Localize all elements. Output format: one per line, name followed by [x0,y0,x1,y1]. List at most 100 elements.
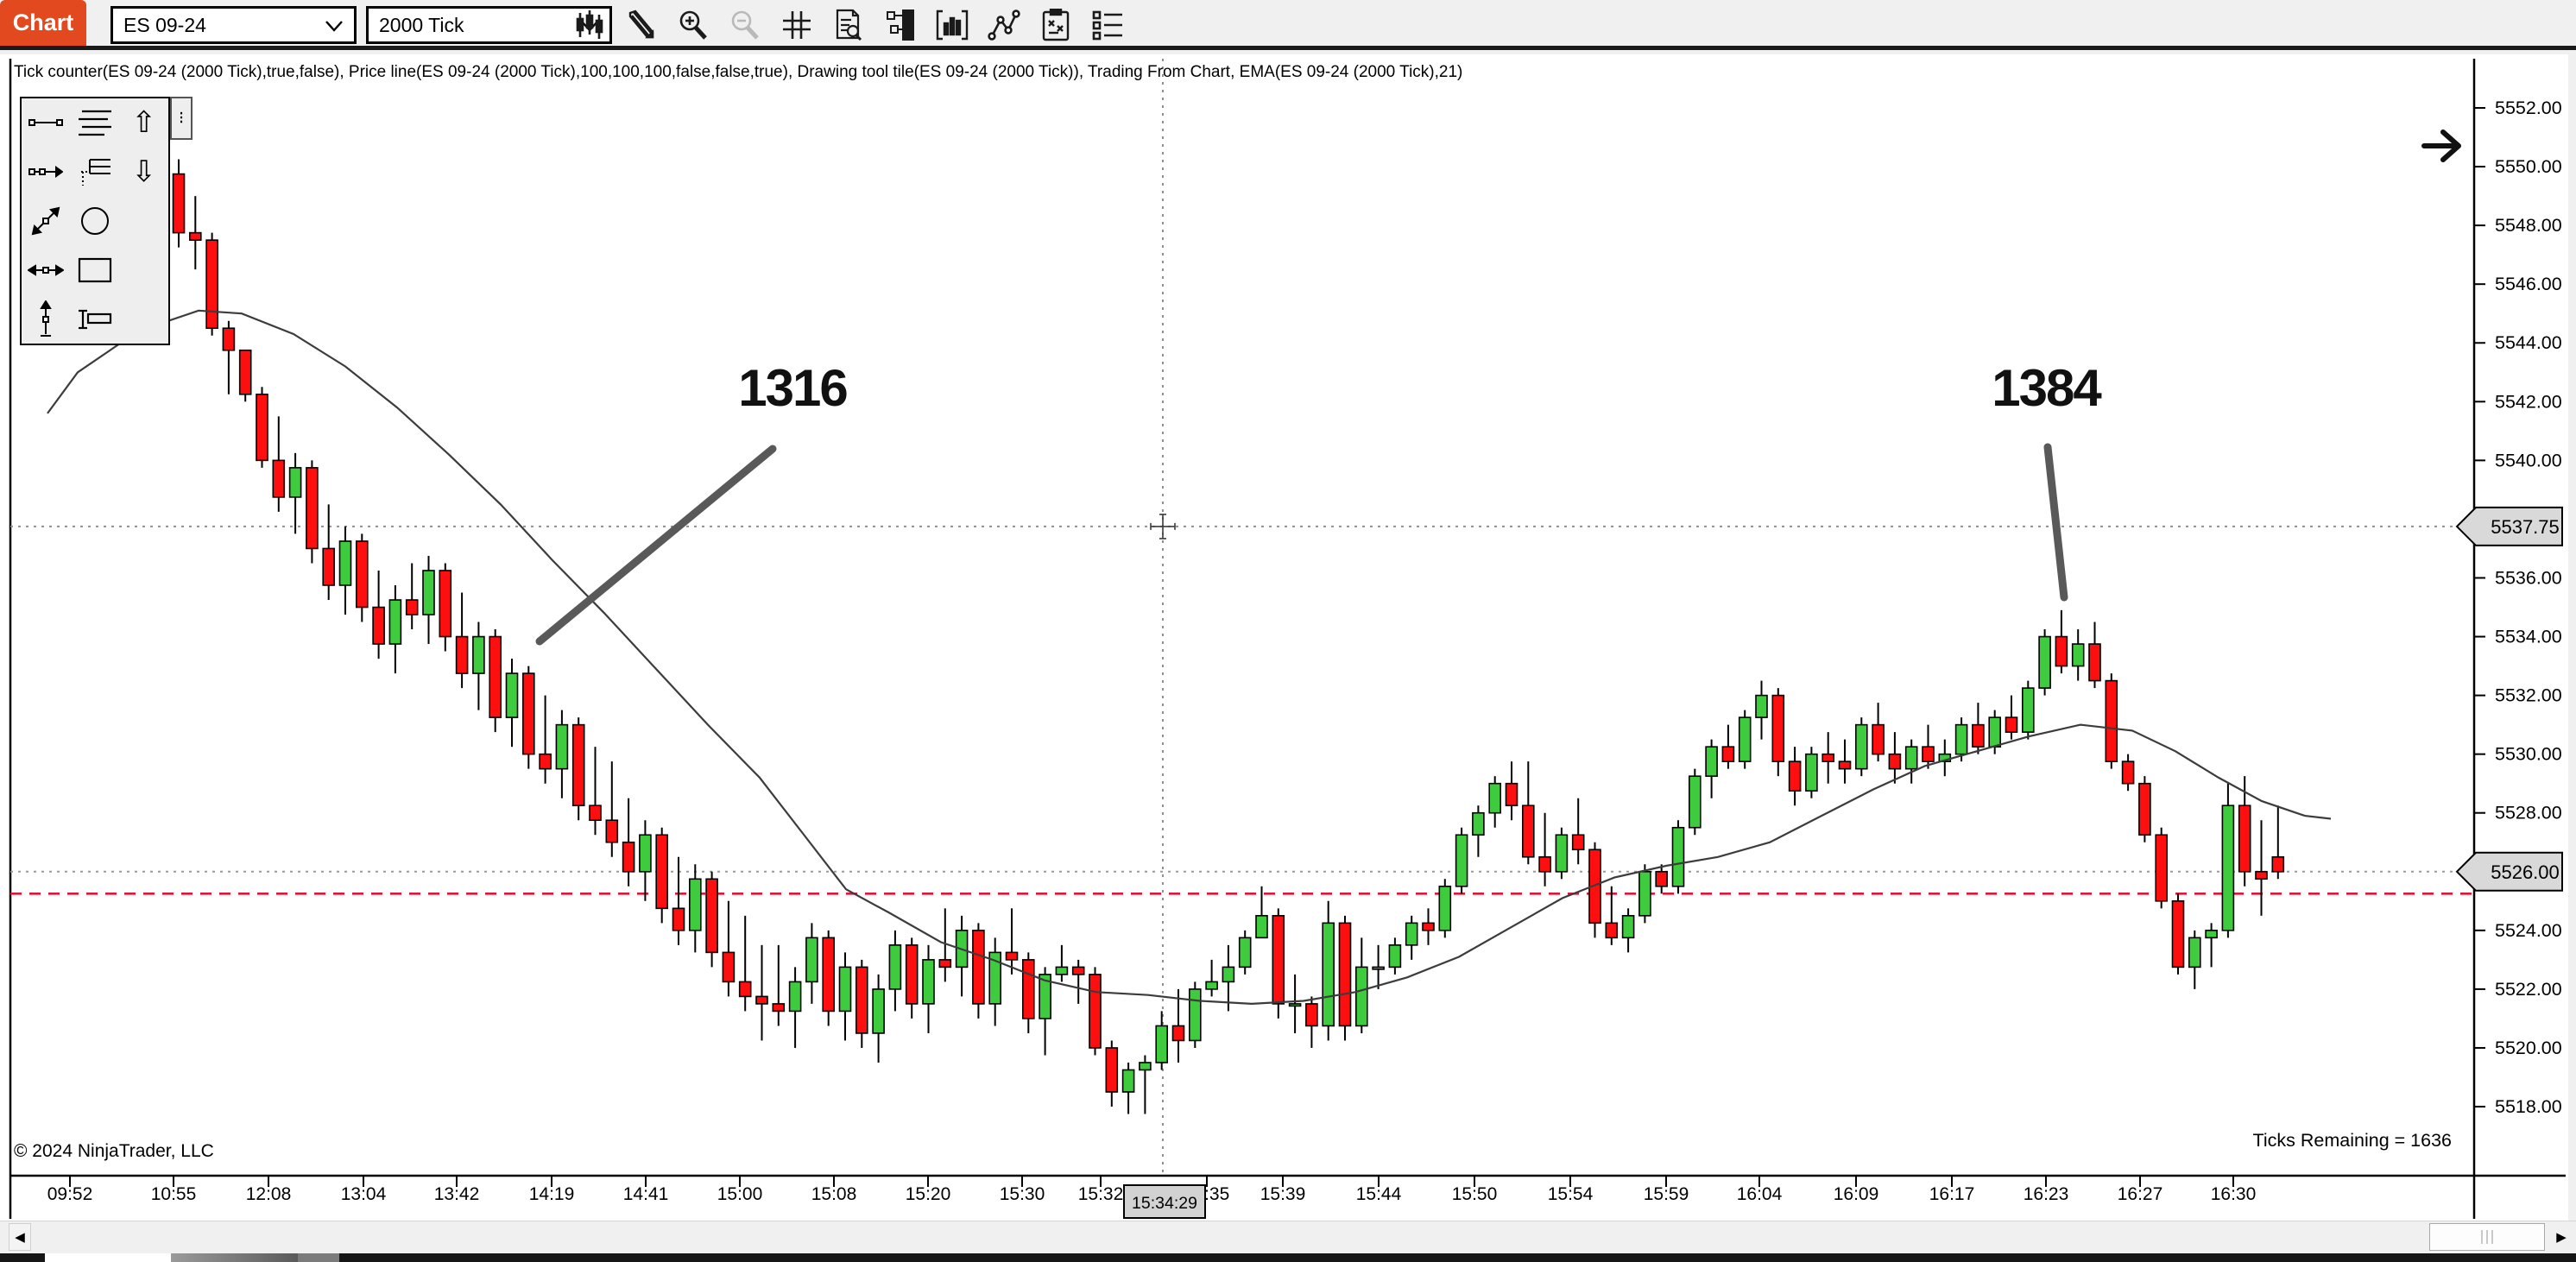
candle-body[interactable] [439,570,452,638]
candle-body[interactable] [272,459,286,498]
candle-body[interactable] [2022,687,2035,733]
horizontal-lines-tool-icon[interactable] [75,103,115,142]
scrollbar-thumb[interactable] [2429,1223,2545,1251]
interval-dropdown[interactable]: 2000 Tick [366,6,612,44]
analyzer-icon[interactable] [1039,7,1072,43]
candle-body[interactable] [172,173,186,234]
candle-body[interactable] [1522,805,1535,858]
candle-body[interactable] [2071,643,2085,667]
candle-body[interactable] [1822,753,1834,762]
candle-body[interactable] [888,944,902,990]
candle-body[interactable] [1505,782,1518,807]
candle-body[interactable] [1272,915,1285,1005]
candle-body[interactable] [1105,1047,1119,1093]
candle-body[interactable] [605,819,619,843]
candle-body[interactable] [2255,870,2268,880]
candle-body[interactable] [688,878,702,931]
candle-body[interactable] [505,672,519,718]
candle-body[interactable] [1039,974,1051,1019]
candle-body[interactable] [1472,811,1485,836]
fibonacci-retracement-tool-icon[interactable] [75,152,115,192]
vertical-measure-tool-icon[interactable] [26,300,66,339]
candle-body[interactable] [1755,694,1768,718]
candle-body[interactable] [2205,930,2218,939]
candle-body[interactable] [1904,746,1918,770]
indicator-summary[interactable]: Tick counter(ES 09-24 (2000 Tick),true,f… [14,63,1463,81]
candle-body[interactable] [822,937,836,1013]
text-label-tool-icon[interactable] [75,300,115,339]
candle-body[interactable] [1438,885,1452,931]
horizontal-measure-tool-icon[interactable] [26,250,66,290]
candle-body[interactable] [872,988,885,1034]
symbol-dropdown[interactable]: ES 09-24 [110,6,357,44]
candle-body[interactable] [788,981,802,1013]
rectangle-tool-icon[interactable] [75,250,115,290]
candle-body[interactable] [1355,966,1368,1027]
candle-body[interactable] [1071,966,1085,975]
candle-body[interactable] [2038,635,2051,689]
candle-body[interactable] [205,239,218,330]
candle-body[interactable] [1721,746,1735,762]
candle-body[interactable] [2138,782,2151,836]
candle-body[interactable] [855,966,868,1034]
candle-body[interactable] [322,547,336,586]
candle-body[interactable] [738,981,752,998]
scroll-right-button[interactable]: ▶ [2556,1230,2567,1245]
candle-body[interactable] [288,467,302,498]
candle-body[interactable] [222,327,236,351]
candle-body[interactable] [972,930,985,1005]
candle-body[interactable] [2055,635,2068,667]
candle-body[interactable] [1555,834,1569,873]
candle-body[interactable] [772,1003,786,1013]
candle-body[interactable] [1055,966,1069,975]
candle-body[interactable] [1155,1025,1168,1063]
indicators-icon[interactable] [936,7,969,43]
candle-body[interactable] [1855,723,1868,770]
candle-body[interactable] [1121,1069,1135,1093]
strategies-icon[interactable] [988,7,1020,43]
candle-body[interactable] [388,599,402,645]
candle-body[interactable] [755,995,768,1005]
candle-body[interactable] [622,841,635,873]
candle-body[interactable] [1455,834,1468,887]
candle-body[interactable] [571,723,585,807]
candle-body[interactable] [2271,855,2285,873]
candle-body[interactable] [1089,974,1102,1049]
candle-body[interactable] [472,635,485,674]
candle-body[interactable] [1655,870,1668,887]
candle-body[interactable] [539,753,552,770]
candle-body[interactable] [1139,1062,1152,1071]
annotation-line[interactable] [2043,443,2068,602]
candle-body[interactable] [1605,922,1619,939]
candle-body[interactable] [2005,716,2018,733]
chart-trader-icon[interactable] [884,7,917,43]
chart-panel[interactable]: 1316 1384 5552.00 5550.00 5548.00 5546.00 5544… [0,54,2576,1262]
data-box-icon[interactable] [832,7,865,43]
candle-body[interactable] [238,349,252,395]
candle-body[interactable] [1954,723,1968,755]
candle-body[interactable] [1988,716,2001,748]
candle-body[interactable] [555,723,569,770]
tab-chart[interactable]: Chart [0,0,86,46]
candle-body[interactable] [1005,951,1019,961]
candle-body[interactable] [655,834,669,910]
candle-body[interactable] [1788,760,1802,792]
candle-body[interactable] [2121,760,2135,785]
candle-body[interactable] [1805,753,1818,792]
candle-body[interactable] [1571,834,1585,851]
candle-body[interactable] [938,959,952,969]
candle-body[interactable] [722,951,736,983]
line-segment-tool-icon[interactable] [26,103,66,142]
candle-body[interactable] [1872,723,1885,755]
candle-body[interactable] [922,959,935,1005]
candle-body[interactable] [1689,775,1702,829]
candle-body[interactable] [1588,849,1601,924]
candle-body[interactable] [422,570,435,615]
candle-body[interactable] [1338,922,1352,1027]
candle-body[interactable] [489,635,502,718]
candle-body[interactable] [338,540,352,586]
candle-body[interactable] [1838,760,1852,770]
arrow-down-tool-icon[interactable]: ⇩ [131,155,156,189]
chart-style-icon[interactable] [573,7,606,43]
candle-body[interactable] [1205,981,1218,990]
